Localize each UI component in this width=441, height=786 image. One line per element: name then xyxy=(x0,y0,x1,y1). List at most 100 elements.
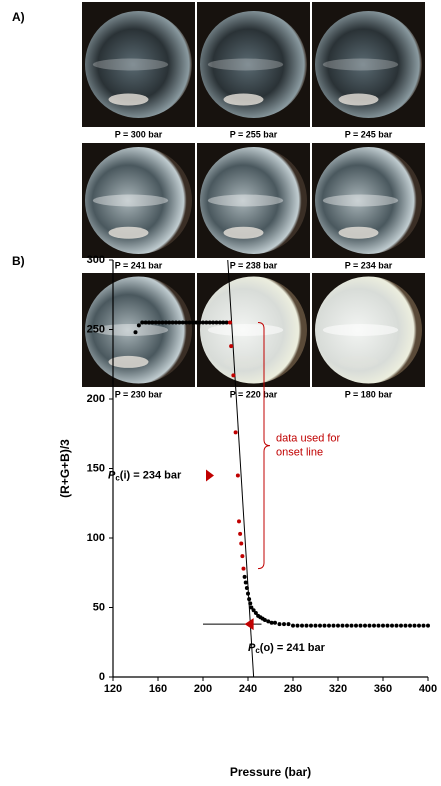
photo-caption: P = 238 bar xyxy=(230,260,278,270)
data-point xyxy=(248,601,253,606)
onset-line xyxy=(227,259,255,678)
photo-caption: P = 255 bar xyxy=(230,129,278,139)
data-point xyxy=(217,320,222,325)
data-point xyxy=(133,330,138,335)
data-point xyxy=(269,620,274,625)
data-point xyxy=(246,591,250,596)
subscript: c xyxy=(115,474,120,483)
photo-window xyxy=(85,11,192,118)
annotation-text: (o) = 241 bar xyxy=(260,642,326,654)
y-tick-label: 200 xyxy=(87,393,105,405)
data-point xyxy=(295,623,300,628)
data-point xyxy=(194,320,199,325)
x-tick-label: 320 xyxy=(329,683,347,695)
data-point xyxy=(140,320,145,325)
pressure-annotation: Pc(o) = 241 bar xyxy=(248,642,326,655)
photo-window xyxy=(200,11,307,118)
data-point xyxy=(282,622,286,627)
data-point xyxy=(358,623,363,628)
data-point xyxy=(372,623,376,628)
arrow xyxy=(244,618,254,631)
data-point xyxy=(390,623,394,628)
photo-liquid xyxy=(108,226,149,239)
data-point xyxy=(417,623,421,628)
data-point xyxy=(318,623,322,628)
data-point xyxy=(385,623,390,628)
data-point xyxy=(399,623,403,628)
data-point xyxy=(412,623,417,628)
photo-highlight xyxy=(92,58,169,71)
data-point xyxy=(174,320,178,325)
photo-window xyxy=(315,11,422,118)
photo-caption: P = 180 bar xyxy=(345,389,393,399)
photo-highlight xyxy=(207,58,284,71)
symbol: P xyxy=(248,642,256,654)
y-tick-label: 250 xyxy=(87,323,105,335)
data-point xyxy=(304,623,309,628)
x-tick-label: 120 xyxy=(104,683,122,695)
x-tick-label: 200 xyxy=(194,683,212,695)
data-point xyxy=(187,320,192,325)
photo-caption: P = 220 bar xyxy=(230,389,278,399)
data-point xyxy=(421,623,426,628)
photo-liquid xyxy=(338,93,379,106)
data-point xyxy=(136,323,141,328)
data-point xyxy=(233,430,238,435)
photo-caption: P = 300 bar xyxy=(115,129,163,139)
data-point xyxy=(322,623,327,628)
data-point xyxy=(243,580,248,585)
data-point xyxy=(286,622,291,627)
data-point xyxy=(157,320,162,325)
photo-caption: P = 234 bar xyxy=(345,260,393,270)
photo-liquid xyxy=(338,226,379,239)
photo-liquid xyxy=(108,93,149,106)
photo-grid: P = 300 bar P = 255 bar P = 245 bar P = 241… xyxy=(82,2,425,399)
data-point xyxy=(349,623,354,628)
data-point xyxy=(300,623,304,628)
photo-highlight xyxy=(207,324,284,336)
x-tick-label: 360 xyxy=(374,683,392,695)
data-point xyxy=(197,320,202,325)
data-point xyxy=(211,320,216,325)
photo-window xyxy=(85,147,192,254)
panel-label: A) xyxy=(12,10,25,24)
x-axis-label: Pressure (bar) xyxy=(230,765,311,779)
data-point xyxy=(153,320,158,325)
bracket-note: onset line xyxy=(276,446,323,458)
data-point xyxy=(354,623,358,628)
photo-liquid xyxy=(338,355,379,368)
photo-window xyxy=(315,147,422,254)
data-point xyxy=(336,623,340,628)
data-point xyxy=(184,320,189,325)
data-point xyxy=(160,320,165,325)
data-point xyxy=(237,519,241,524)
data-point xyxy=(143,320,148,325)
data-point xyxy=(170,320,175,325)
photo-window xyxy=(85,276,192,384)
photo-caption: P = 245 bar xyxy=(345,129,393,139)
photo-highlight xyxy=(322,194,399,207)
data-point xyxy=(224,320,229,325)
data-point xyxy=(291,623,295,628)
data-point xyxy=(167,320,172,325)
bracket xyxy=(257,322,271,570)
data-point xyxy=(363,623,367,628)
photo-highlight xyxy=(322,324,399,336)
data-point xyxy=(163,320,168,325)
data-point xyxy=(266,619,271,624)
annotation-text: (i) = 234 bar xyxy=(120,469,182,481)
bracket-note: data used for xyxy=(276,432,341,444)
x-tick-label: 400 xyxy=(419,683,437,695)
photo-caption: P = 230 bar xyxy=(115,389,163,399)
photo-window xyxy=(200,147,307,254)
data-point xyxy=(240,554,245,559)
data-point xyxy=(241,566,246,571)
data-point xyxy=(247,597,252,602)
data-point xyxy=(313,623,318,628)
data-point xyxy=(231,373,236,378)
data-point xyxy=(277,622,282,627)
arrow xyxy=(206,469,214,482)
data-point xyxy=(201,320,205,325)
subscript: c xyxy=(255,646,260,655)
